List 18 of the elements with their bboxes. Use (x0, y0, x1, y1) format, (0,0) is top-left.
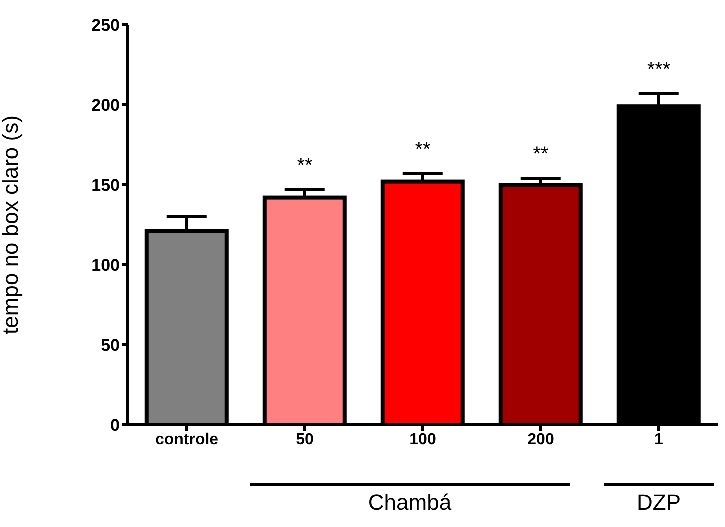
y-tick-label: 150 (92, 176, 120, 196)
text: DZP (636, 490, 682, 516)
annotation: ** (533, 144, 549, 166)
annotation: ** (297, 154, 313, 177)
x-tick-label: 50 (296, 431, 314, 448)
y-axis-title: tempo no box claro (s) (0, 116, 23, 334)
text: Chambá (367, 490, 453, 516)
annotation: *** (647, 58, 671, 81)
annotation: ** (415, 138, 431, 161)
y-tick-label: 100 (92, 256, 120, 276)
x-tick-label: 200 (528, 431, 554, 448)
y-tick-label: 250 (92, 16, 120, 36)
y-tick-label: 0 (110, 416, 120, 436)
x-tick-label: 1 (654, 431, 664, 448)
y-tick-label: 50 (101, 336, 120, 356)
x-tick-label: controle (155, 431, 219, 448)
y-tick-label: 200 (92, 96, 120, 116)
x-tick-label: 100 (410, 431, 436, 448)
